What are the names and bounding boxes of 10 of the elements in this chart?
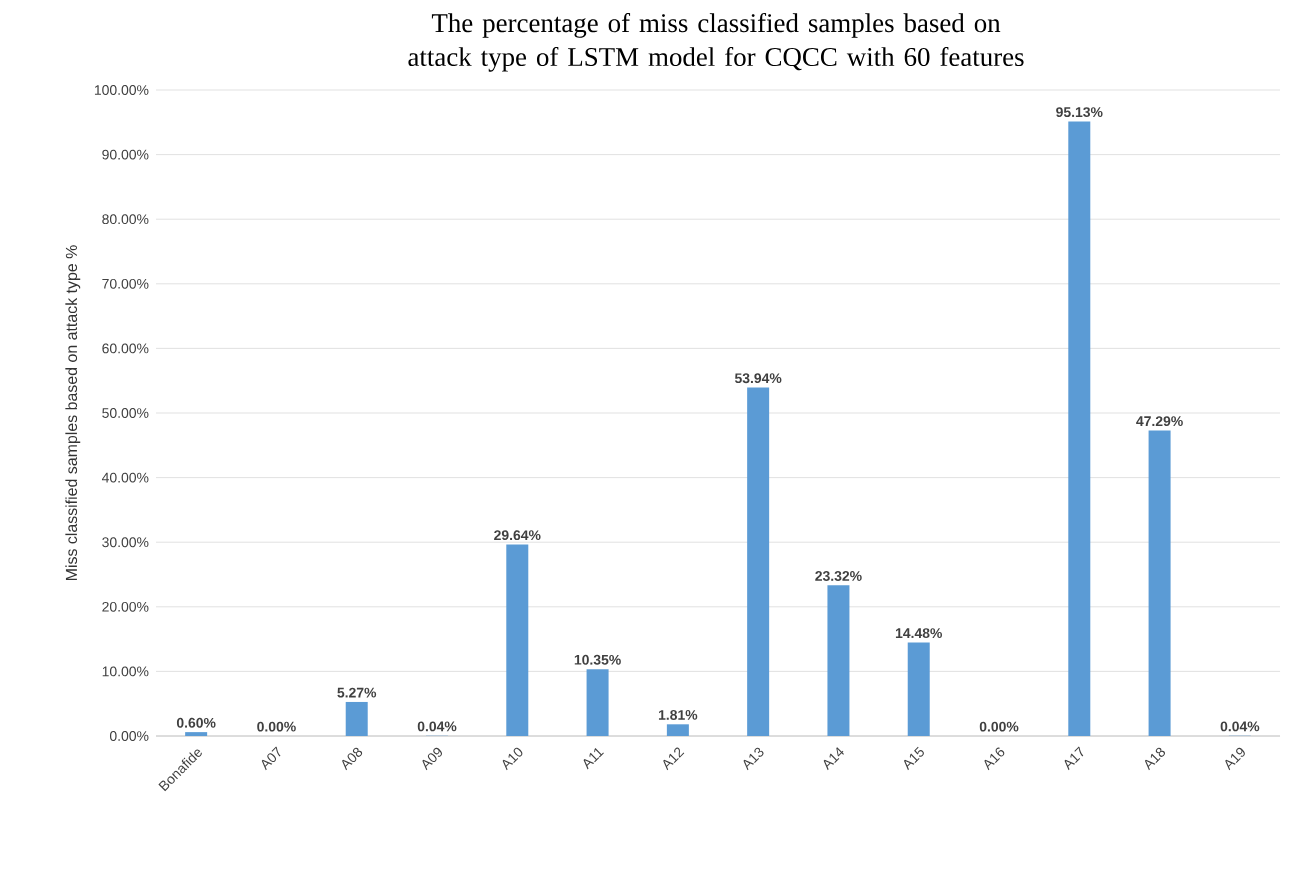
bar xyxy=(506,544,529,736)
bar xyxy=(827,585,850,736)
bar xyxy=(747,387,770,736)
bar xyxy=(907,642,930,736)
bar xyxy=(1148,430,1171,736)
bar xyxy=(666,724,689,736)
chart-title: The percentage of miss classified samples based on attack type of LSTM model for CQCC with 60 features xyxy=(408,13,1024,72)
bar xyxy=(586,669,609,736)
bar xyxy=(1068,121,1091,736)
bar xyxy=(345,701,368,736)
